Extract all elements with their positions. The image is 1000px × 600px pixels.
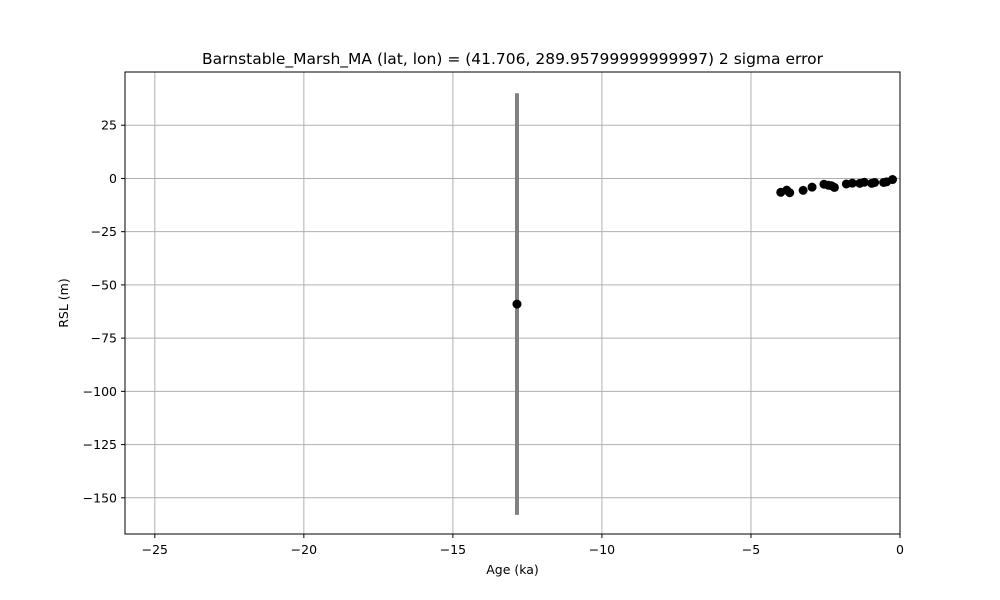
chart-title: Barnstable_Marsh_MA (lat, lon) = (41.706… [202, 50, 824, 69]
data-point [870, 177, 880, 187]
y-tick-label: −25 [91, 224, 117, 239]
x-tick-label: −20 [291, 542, 317, 557]
x-tick-label: −10 [589, 542, 615, 557]
y-tick-label: −150 [83, 490, 117, 505]
data-point [888, 175, 898, 185]
x-tick-label: −25 [142, 542, 168, 557]
data-point [829, 182, 839, 192]
data-points [512, 175, 898, 309]
data-point [859, 177, 869, 187]
y-tick-label: 25 [101, 118, 117, 133]
data-point [512, 299, 522, 309]
x-tick-label: −15 [440, 542, 466, 557]
y-tick-label: −125 [83, 437, 117, 452]
y-axis-ticks: 25 0 −25 −50 −75 −100 −125 −150 [83, 118, 125, 505]
data-point [785, 188, 795, 198]
y-axis-label: RSL (m) [56, 278, 71, 328]
x-axis-ticks: −25 −20 −15 −10 −5 0 [142, 534, 904, 557]
x-tick-label: −5 [742, 542, 760, 557]
y-tick-label: −50 [91, 277, 117, 292]
data-point [847, 178, 857, 188]
data-point [798, 185, 808, 195]
data-point [807, 182, 817, 192]
y-tick-label: −100 [83, 384, 117, 399]
plot-frame [124, 71, 901, 535]
y-tick-label: −75 [91, 331, 117, 346]
y-tick-label: 0 [109, 171, 117, 186]
x-axis-label: Age (ka) [486, 562, 539, 577]
x-tick-label: 0 [896, 542, 904, 557]
